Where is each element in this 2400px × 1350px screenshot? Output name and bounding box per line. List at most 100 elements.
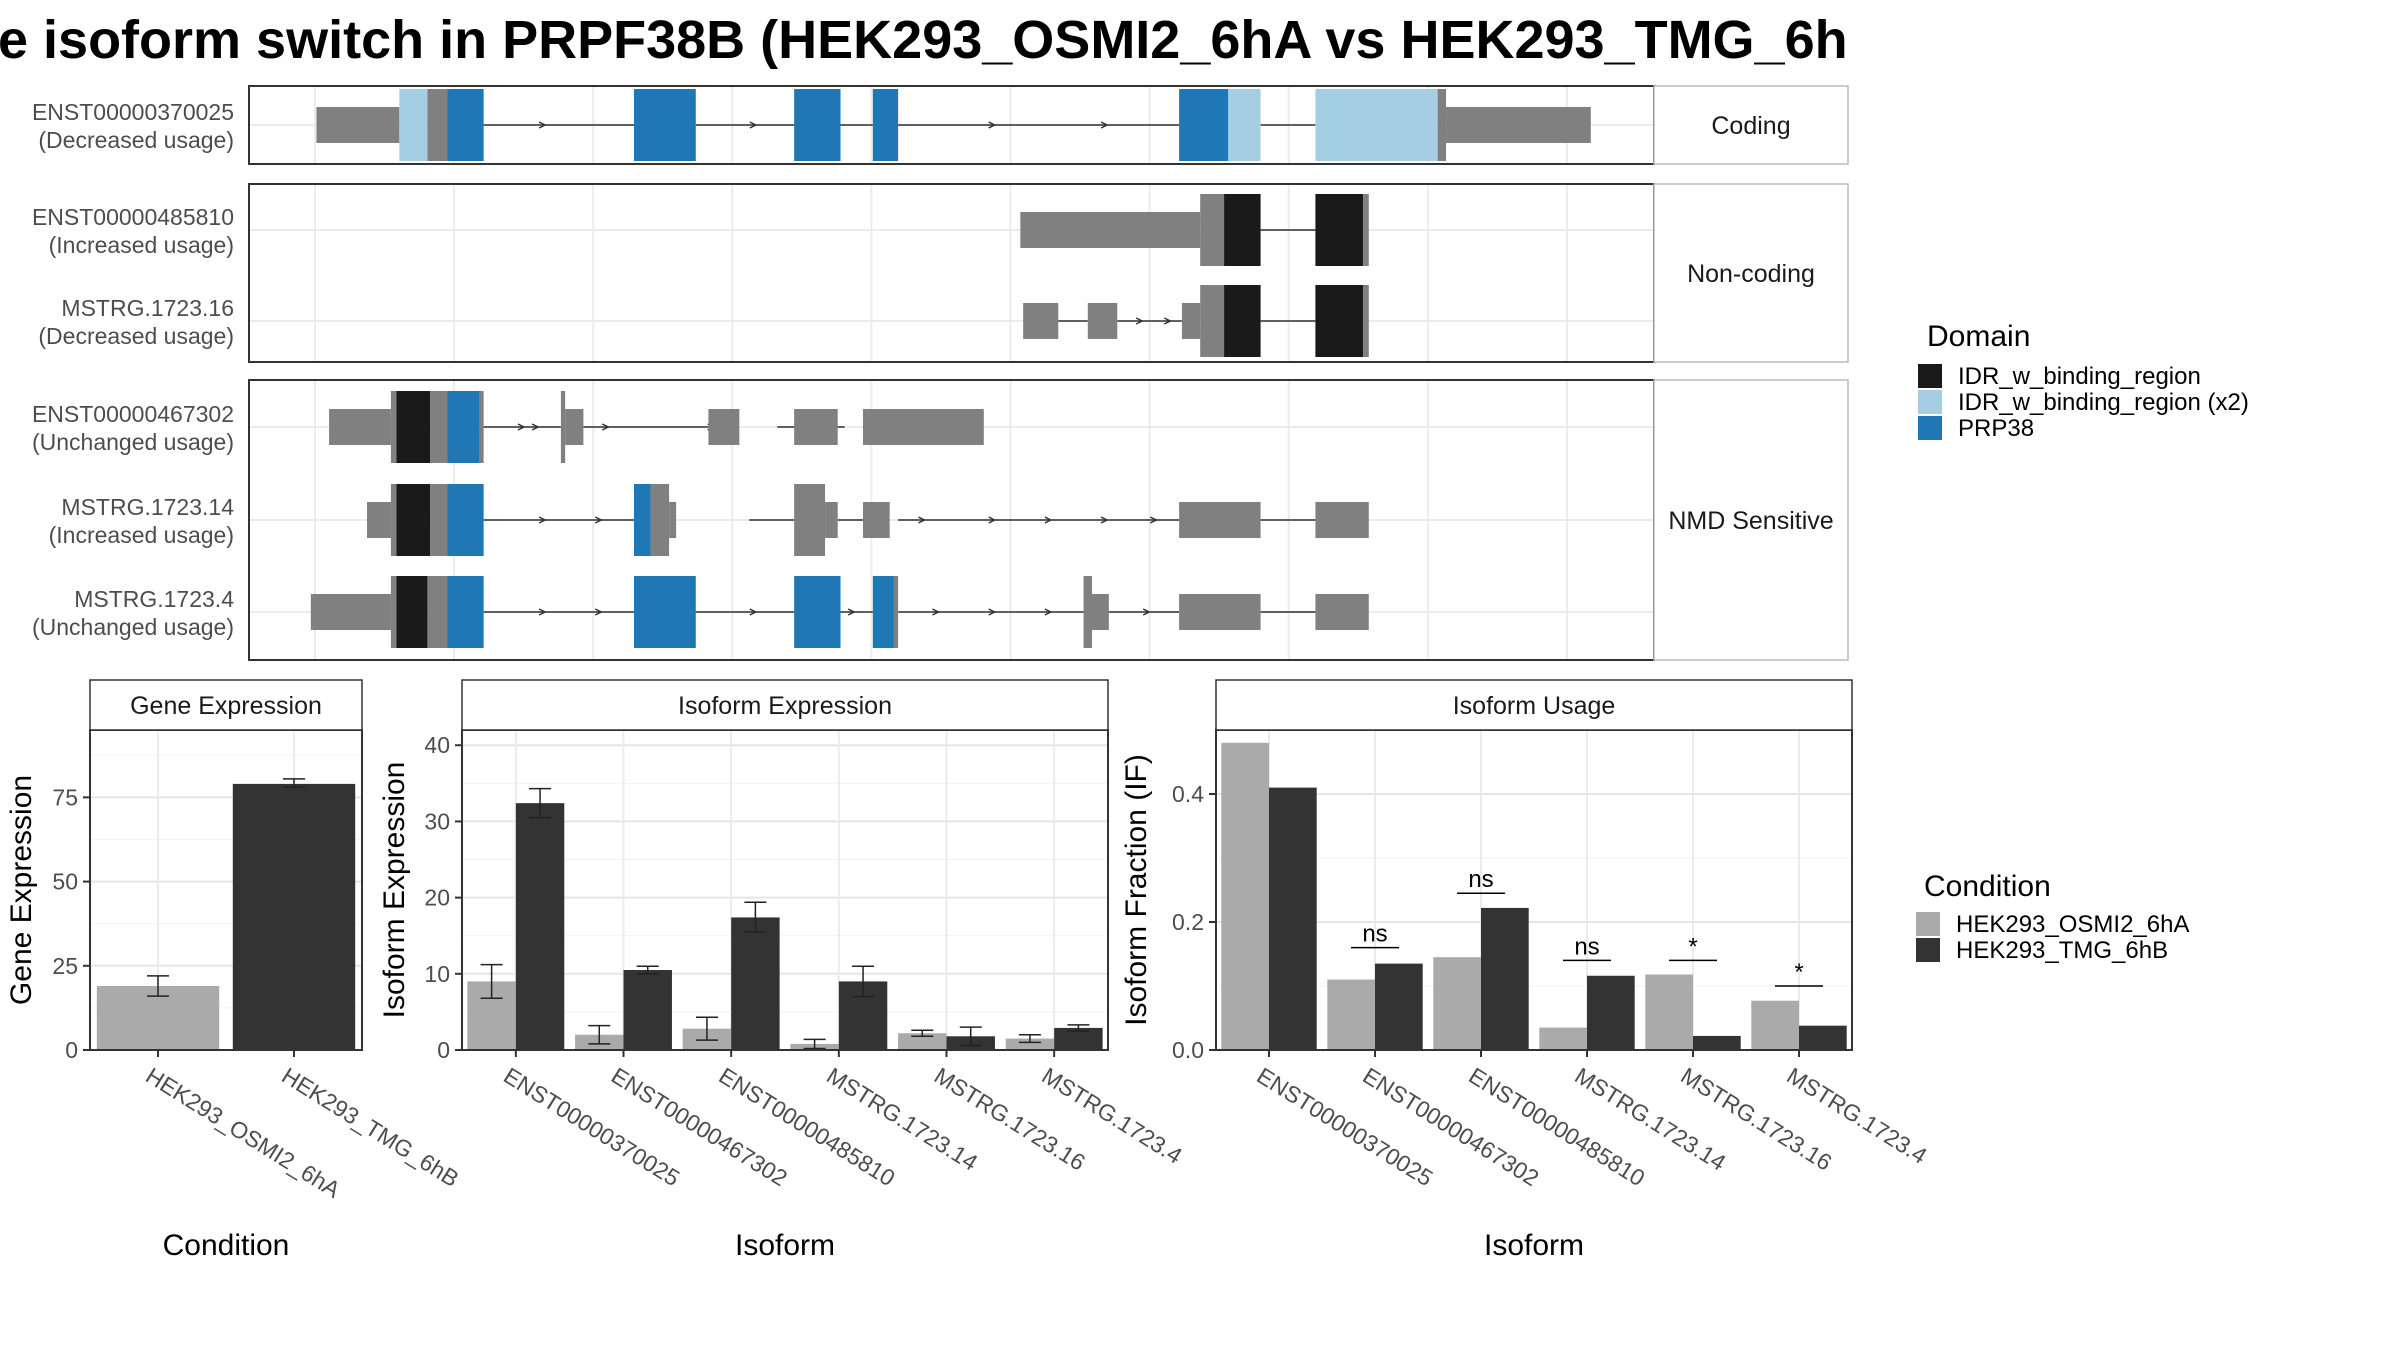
exon-exon xyxy=(862,409,984,445)
transcript-ENST00000485810: ENST00000485810(Increased usage) xyxy=(32,194,1369,266)
transcript-usage-label: (Increased usage) xyxy=(49,232,234,258)
legend-key-hek293_tmg_6hb xyxy=(1916,938,1940,962)
exon-exon xyxy=(1363,285,1369,357)
exon-exon xyxy=(329,409,391,445)
structure-panel-non-coding: ENST00000485810(Increased usage) MSTRG.17… xyxy=(32,183,1849,363)
exon-exon xyxy=(1315,502,1369,538)
y-tick-label: 50 xyxy=(52,869,78,895)
bar-MSTRG.1723.14 xyxy=(1539,1027,1587,1050)
bar-ENST00000467302 xyxy=(1327,979,1375,1050)
strand-arrow xyxy=(1100,516,1109,524)
transcript-usage-label: (Increased usage) xyxy=(49,522,234,548)
isoform-expression-chart: Isoform Expression 0 10 20 30 40 ENST000003700… xyxy=(378,679,1187,1262)
y-axis-label: Gene Expression xyxy=(5,775,38,1005)
exon-idr xyxy=(396,576,428,648)
exon-exon xyxy=(1315,594,1369,630)
legend-label: IDR_w_binding_region xyxy=(1958,363,2201,390)
transcript-usage-label: (Unchanged usage) xyxy=(32,429,234,455)
exon-idr xyxy=(1224,194,1261,266)
bar-ENST00000485810 xyxy=(731,917,780,1050)
exon-idr xyxy=(396,391,431,463)
strand-arrow xyxy=(538,121,547,129)
bar-MSTRG.1723.14 xyxy=(1587,975,1635,1050)
bar-ENST00000485810 xyxy=(1433,957,1481,1050)
exon-idr xyxy=(1315,285,1364,357)
strand-arrow xyxy=(538,516,547,524)
strand-arrow xyxy=(601,423,610,431)
strand-arrow xyxy=(988,516,997,524)
strand-arrow xyxy=(1135,317,1144,325)
transcript-id-label: ENST00000485810 xyxy=(32,204,234,230)
y-tick-label: 30 xyxy=(424,808,450,834)
exon-exon xyxy=(310,594,391,630)
bar-MSTRG.1723.4 xyxy=(1054,1027,1103,1050)
transcript-id-label: ENST00000467302 xyxy=(32,401,234,427)
strand-arrow xyxy=(749,608,758,616)
strand-arrow xyxy=(1044,608,1053,616)
exon-exon xyxy=(794,409,838,445)
exon-prp38 xyxy=(447,391,480,463)
x-tick-label: ENST00000485810 xyxy=(715,1062,900,1191)
exon-exon xyxy=(1200,194,1225,266)
plot-background xyxy=(1216,730,1852,1050)
exon-prp38 xyxy=(794,576,841,648)
exon-exon xyxy=(1363,194,1369,266)
chart-title: Isoform Expression xyxy=(678,692,892,720)
panel-strip xyxy=(1653,183,1849,363)
bar-ENST00000370025 xyxy=(1221,742,1269,1050)
bar-MSTRG.1723.16 xyxy=(898,1033,947,1050)
exon-exon xyxy=(1437,89,1447,161)
strand-arrow xyxy=(1163,317,1172,325)
exon-idr xyxy=(396,484,431,556)
transcript-MSTRG.1723.14: MSTRG.1723.14(Increased usage) xyxy=(49,484,1369,556)
exon-prp38 xyxy=(633,576,696,648)
legend-key-idr-w-binding-region-x2- xyxy=(1918,390,1942,414)
x-tick-label: ENST00000467302 xyxy=(1358,1062,1543,1191)
significance-label: ns xyxy=(1468,866,1493,893)
strand-arrow xyxy=(847,608,856,616)
exon-prp38 xyxy=(633,89,696,161)
transcript-id-label: ENST00000370025 xyxy=(32,99,234,125)
legend-key-prp38 xyxy=(1918,416,1942,440)
exon-exon xyxy=(1083,576,1092,648)
y-tick-label: 0.2 xyxy=(1172,909,1204,935)
exon-exon xyxy=(650,484,670,556)
chart-title: Isoform Usage xyxy=(1453,692,1616,720)
bar-MSTRG.1723.4 xyxy=(1005,1038,1055,1050)
exon-idr xyxy=(1224,285,1261,357)
significance-label: ns xyxy=(1574,933,1599,960)
exon-idr2 xyxy=(1228,89,1261,161)
y-tick-label: 0.0 xyxy=(1172,1037,1204,1063)
transcript-usage-label: (Decreased usage) xyxy=(38,127,234,153)
legend-key-hek293_osmi2_6ha xyxy=(1916,912,1940,936)
y-tick-label: 40 xyxy=(424,732,450,758)
exon-exon xyxy=(1020,212,1201,248)
strand-arrow xyxy=(594,608,603,616)
bar-ENST00000467302 xyxy=(1375,963,1423,1050)
exon-idr2 xyxy=(1315,89,1438,161)
exon-exon xyxy=(1179,594,1261,630)
exon-idr xyxy=(1315,194,1364,266)
exon-exon xyxy=(427,89,448,161)
strand-arrow xyxy=(932,608,941,616)
domain-legend-title: Domain xyxy=(1927,320,2030,353)
exon-prp38 xyxy=(794,89,841,161)
x-axis-label: Isoform xyxy=(735,1229,835,1262)
x-tick-label: ENST00000370025 xyxy=(1252,1062,1437,1191)
x-axis-label: Isoform xyxy=(1484,1229,1584,1262)
legend-label: HEK293_OSMI2_6hA xyxy=(1956,911,2189,938)
bar-ENST00000485810 xyxy=(1481,907,1529,1050)
transcript-ENST00000370025: ENST00000370025(Decreased usage) xyxy=(32,89,1591,161)
strand-arrow xyxy=(749,121,758,129)
title-strip xyxy=(1215,679,1853,731)
panel-background xyxy=(249,184,1654,362)
strand-arrow xyxy=(1044,516,1053,524)
y-tick-label: 0.4 xyxy=(1172,781,1204,807)
transcript-id-label: MSTRG.1723.4 xyxy=(74,586,234,612)
legend-label: IDR_w_binding_region (x2) xyxy=(1958,389,2249,416)
y-axis-label: Isoform Fraction (IF) xyxy=(1120,754,1153,1026)
exon-exon xyxy=(430,391,448,463)
significance-label: ns xyxy=(1362,921,1387,948)
y-tick-label: 75 xyxy=(52,784,78,810)
